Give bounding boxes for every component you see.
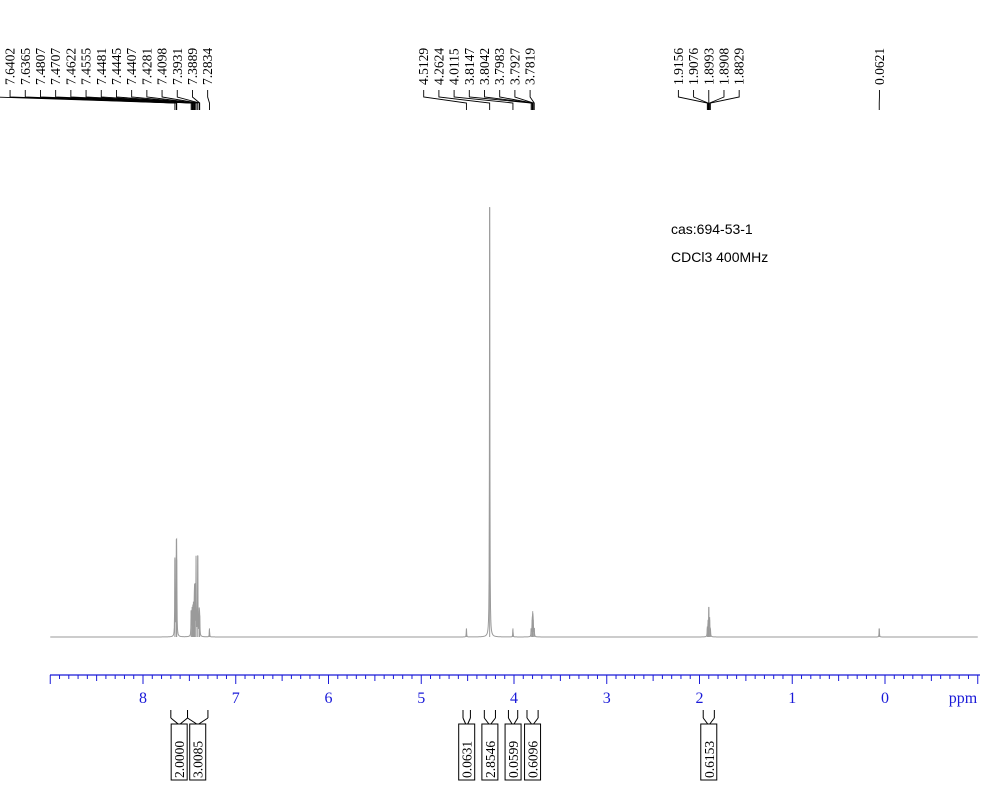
peak-shift-label: 7.6561 — [0, 48, 2, 85]
peak-shift-label: 7.4407 — [124, 48, 139, 85]
peak-shift-label: 7.6365 — [18, 48, 33, 85]
integral-bracket — [508, 717, 513, 725]
peak-shift-label: 7.4555 — [79, 48, 94, 85]
peak-shift-label: 7.4807 — [33, 48, 48, 85]
peak-shift-label: 7.4098 — [155, 48, 170, 85]
x-tick-label: 8 — [139, 690, 147, 707]
integral-bracket — [462, 717, 467, 725]
peak-shift-label: 1.8908 — [716, 48, 731, 85]
integral-value-label: 0.6153 — [702, 741, 717, 778]
peak-leader-line — [146, 90, 197, 110]
x-tick-label: 5 — [417, 690, 425, 707]
peak-shift-label: 3.7927 — [507, 48, 522, 85]
peak-shift-label: 1.9156 — [671, 48, 686, 85]
integral-bracket — [179, 717, 188, 725]
integral-value-label: 2.8546 — [483, 741, 498, 778]
integral-box — [170, 723, 188, 781]
peak-leader-line — [423, 90, 467, 110]
peak-shift-label: 1.9076 — [686, 48, 701, 85]
peak-leader-line — [85, 90, 194, 110]
peak-leader-line — [161, 90, 199, 110]
x-tick-label: 6 — [325, 690, 333, 707]
peak-shift-label: 7.2834 — [200, 48, 215, 85]
peak-shift-label: 4.2624 — [431, 48, 446, 85]
integral-bracket — [198, 717, 209, 725]
peak-leader-line — [453, 90, 514, 110]
integral-box — [524, 723, 542, 781]
peak-shift-label: 7.4707 — [48, 48, 63, 85]
peak-label-layer: 7.6561 7.6402 7.6365 7.4807 7.4707 7.4622 7.45… — [0, 48, 887, 110]
peak-shift-label: 7.3889 — [185, 48, 200, 85]
peak-leader-line — [484, 90, 533, 110]
peak-shift-label: 3.7819 — [523, 48, 538, 85]
integral-box — [481, 723, 499, 781]
x-tick-label: 7 — [232, 690, 240, 707]
spectrum-trace — [50, 207, 978, 638]
x-axis-unit: ppm — [949, 690, 978, 707]
x-tick-label: 1 — [788, 690, 796, 707]
integral-bracket — [533, 717, 539, 725]
integral-box — [458, 723, 476, 781]
peak-leader-line — [131, 90, 196, 110]
integral-bracket — [483, 717, 490, 725]
x-tick-label: 3 — [603, 690, 611, 707]
peak-leader-line — [207, 90, 210, 110]
peak-leader-line — [529, 90, 535, 110]
integral-box — [504, 723, 522, 781]
integral-bracket — [170, 717, 179, 725]
spectrum-layer — [50, 207, 978, 638]
peak-shift-label: 7.4281 — [139, 48, 154, 85]
peak-shift-label: 7.4622 — [63, 48, 78, 85]
peak-shift-label: 0.0621 — [872, 48, 887, 85]
peak-leader-line — [24, 90, 178, 110]
peak-leader-line — [192, 90, 201, 110]
integral-bracket — [709, 717, 715, 725]
integral-bracket — [467, 717, 471, 725]
integral-box — [700, 723, 718, 781]
peak-leader-line — [438, 90, 491, 110]
integral-bracket — [526, 717, 532, 725]
integral-layer: 2.0000 3.0085 0.0631 2.8546 0.0599 0.6096 0.61… — [170, 710, 718, 781]
integral-bracket — [702, 717, 709, 725]
integral-box — [189, 723, 207, 781]
peak-leader-line — [693, 90, 709, 110]
integral-value-label: 0.6096 — [526, 741, 541, 778]
integral-value-label: 0.0599 — [506, 741, 521, 778]
annotation-solvent: CDCl3 400MHz — [671, 249, 768, 265]
peak-leader-line — [499, 90, 534, 110]
peak-leader-line — [709, 90, 740, 110]
integral-bracket — [513, 717, 519, 725]
x-tick-label: 4 — [510, 690, 518, 707]
peak-leader-line — [468, 90, 532, 110]
peak-shift-label: 4.0115 — [447, 48, 462, 85]
annotation-cas: cas:694-53-1 — [671, 221, 753, 237]
peak-shift-label: 4.5129 — [416, 48, 431, 85]
peak-shift-label: 3.8147 — [462, 48, 477, 85]
peak-leader-line — [514, 90, 534, 110]
peak-shift-label: 7.4445 — [109, 48, 124, 85]
peak-leader-line — [709, 90, 725, 110]
integral-bracket — [187, 717, 197, 725]
peak-shift-label: 7.3931 — [170, 48, 185, 85]
x-axis: 8 7 6 5 4 3 2 1 0 ppm — [49, 674, 980, 707]
peak-shift-label: 3.8042 — [477, 48, 492, 85]
integral-value-label: 2.0000 — [172, 741, 187, 778]
x-tick-label: 0 — [881, 690, 889, 707]
peak-shift-label: 3.7983 — [492, 48, 507, 85]
integral-value-label: 0.0631 — [460, 741, 475, 778]
peak-shift-label: 7.6402 — [3, 48, 18, 85]
peak-shift-label: 7.4481 — [94, 48, 109, 85]
integral-value-label: 3.0085 — [191, 741, 206, 778]
peak-shift-label: 1.8829 — [732, 48, 747, 85]
peak-shift-label: 1.8993 — [701, 48, 716, 85]
peak-leader-line — [677, 90, 708, 110]
x-tick-label: 2 — [696, 690, 704, 707]
integral-bracket — [490, 717, 496, 725]
